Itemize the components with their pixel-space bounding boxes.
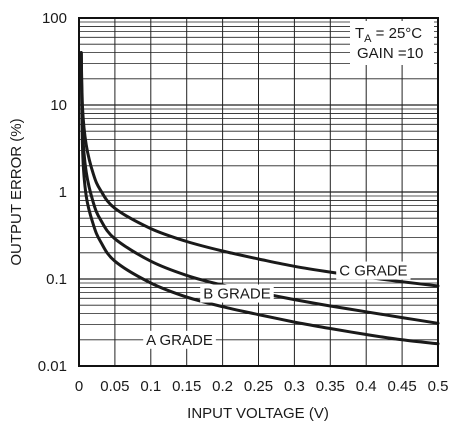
y-tick-label: 10: [50, 97, 67, 114]
y-tick-label: 0.1: [46, 271, 67, 288]
condition-temperature: TA = 25°C: [355, 25, 422, 45]
series-line-a-grade: [79, 51, 440, 346]
x-tick-label: 0.45: [387, 378, 416, 395]
x-tick-label: 0.5: [428, 378, 449, 395]
y-tick-label: 100: [42, 10, 67, 27]
x-tick-label: 0.05: [100, 378, 129, 395]
x-tick-label: 0.35: [316, 378, 345, 395]
series-label-bg: [143, 330, 216, 349]
y-tick-label: 0.01: [38, 358, 67, 375]
series-label-b-grade: B GRADE: [200, 284, 274, 303]
conditions-bg: [350, 21, 434, 65]
series-label-text: C GRADE: [339, 263, 407, 280]
x-tick-label: 0.1: [140, 378, 161, 395]
series-label-a-grade: A GRADE: [143, 330, 216, 349]
x-tick-label: 0.2: [212, 378, 233, 395]
series-line-b-grade: [79, 51, 440, 325]
series-label-bg: [200, 284, 274, 303]
curve-labels: C GRADE B GRADE A GRADE: [143, 261, 411, 349]
x-tick-label: 0: [75, 378, 83, 395]
y-tick-label: 1: [59, 184, 67, 201]
y-tick-labels: 0.01 0.1 1 10 100: [38, 10, 67, 375]
plot-frame: [78, 17, 439, 367]
condition-gain: GAIN =10: [357, 45, 423, 62]
y-axis-title: OUTPUT ERROR (%): [8, 118, 25, 265]
x-tick-labels: 0 0.05 0.1 0.15 0.2 0.25 0.3 0.35 0.4 0.45 0.5: [75, 378, 449, 395]
x-tick-label: 0.4: [356, 378, 377, 395]
series-label-bg: [336, 261, 411, 280]
x-tick-label: 0.15: [172, 378, 201, 395]
series-label-text: B GRADE: [203, 286, 271, 303]
series-label-c-grade: C GRADE: [336, 261, 411, 280]
x-tick-label: 0.3: [284, 378, 305, 395]
series-label-text: A GRADE: [146, 332, 213, 349]
x-axis-title: INPUT VOLTAGE (V): [187, 405, 329, 422]
conditions-box: TA = 25°C GAIN =10: [350, 21, 434, 65]
x-tick-label: 0.25: [244, 378, 273, 395]
